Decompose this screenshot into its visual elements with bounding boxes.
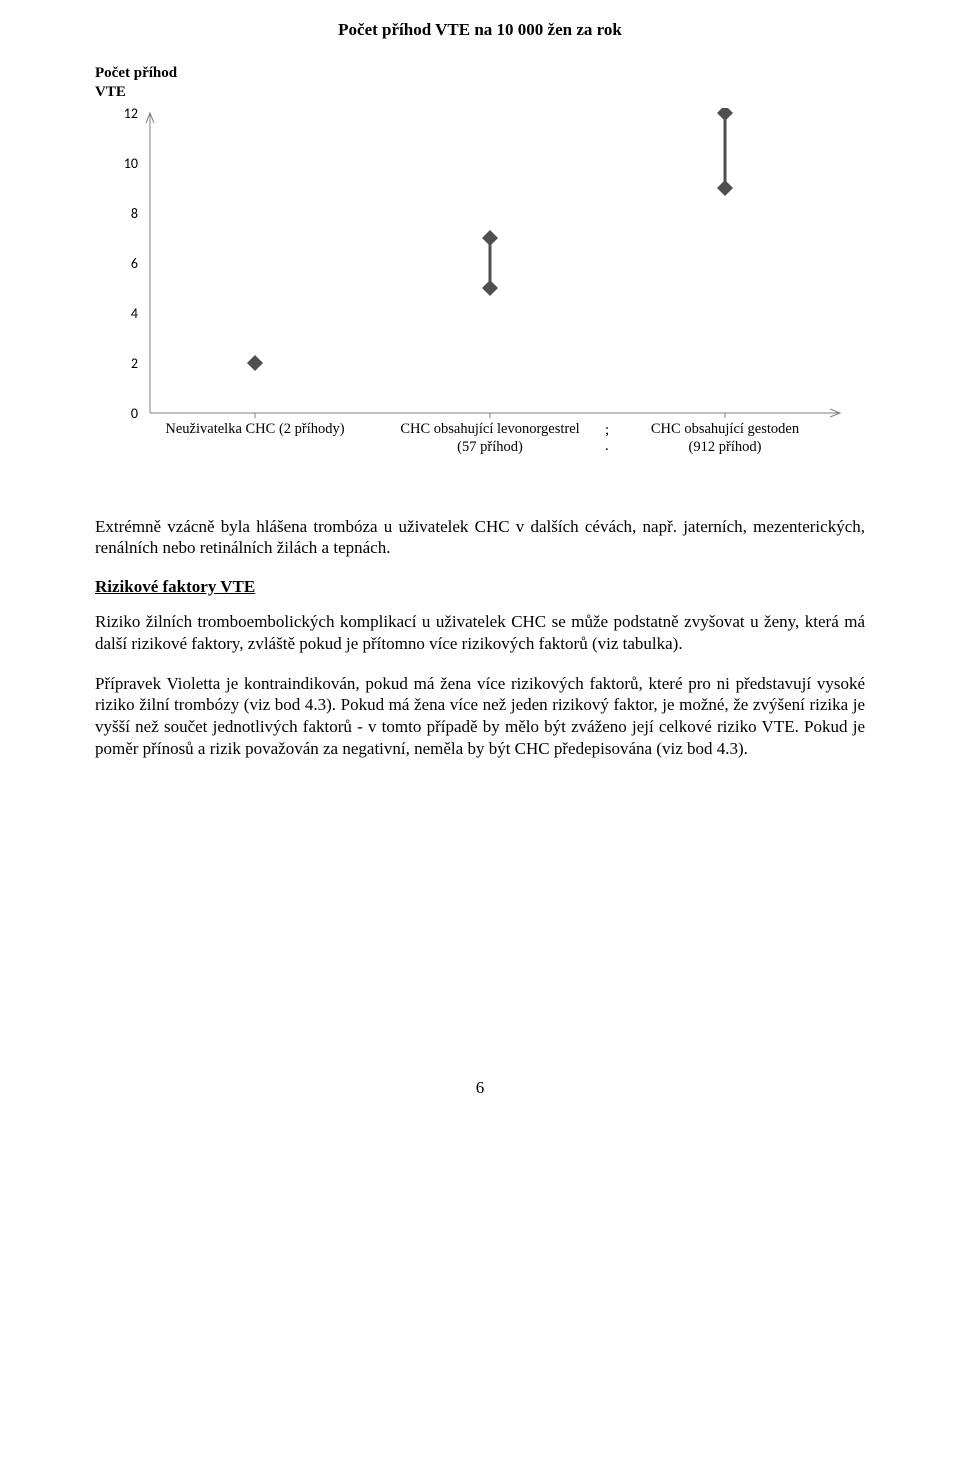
category-label-0: Neuživatelka CHC (2 příhody) [155, 420, 355, 438]
svg-text:0: 0 [131, 405, 138, 422]
risk-paragraph-1: Riziko žilních tromboembolických komplik… [95, 611, 865, 655]
risk-paragraph-2: Přípravek Violetta je kontraindikován, p… [95, 673, 865, 760]
svg-text:8: 8 [131, 205, 138, 222]
category-label-1: CHC obsahující levonorgestrel(57 příhod) [385, 420, 595, 456]
chart-title: Počet příhod VTE na 10 000 žen za rok [95, 20, 865, 64]
svg-text:12: 12 [124, 108, 138, 122]
page-number: 6 [95, 778, 865, 1098]
separator: ;. [605, 422, 609, 455]
vte-chart: 0 2 4 6 8 10 12 Neuživatelka CHC (2 příhody) C… [95, 108, 855, 488]
category-label-2: CHC obsahující gestoden(912 příhod) [635, 420, 815, 456]
svg-text:6: 6 [131, 255, 138, 272]
svg-text:10: 10 [124, 155, 138, 172]
svg-text:2: 2 [131, 355, 138, 372]
svg-text:4: 4 [131, 305, 138, 322]
y-axis-title: Počet příhodVTE [95, 64, 865, 108]
intro-paragraph: Extrémně vzácně byla hlášena trombóza u … [95, 516, 865, 560]
section-heading-risk-factors: Rizikové faktory VTE [95, 577, 865, 597]
